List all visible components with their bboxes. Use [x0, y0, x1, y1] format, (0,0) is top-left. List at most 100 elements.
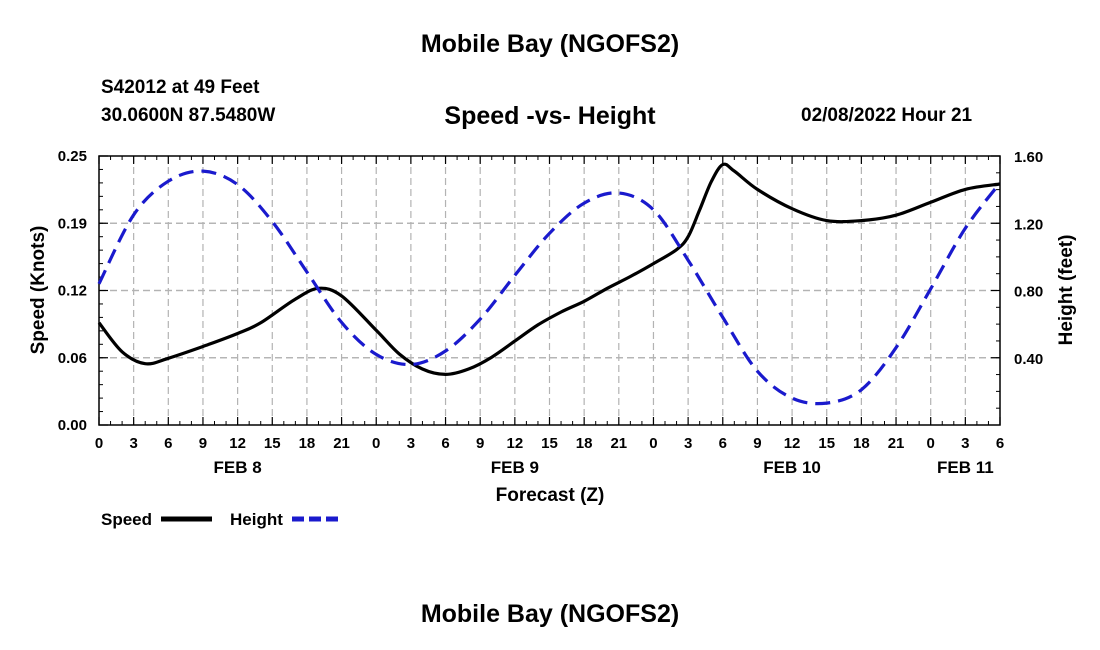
data-point-speed: [722, 163, 724, 165]
y-right-tick-label: 1.60: [1014, 149, 1043, 166]
data-point-height: [756, 370, 758, 372]
legend-speed-label: Speed: [101, 510, 152, 529]
date-label: FEB 11: [937, 458, 994, 477]
data-point-speed: [537, 324, 539, 326]
data-point-height: [340, 321, 342, 323]
data-point-height: [271, 220, 273, 222]
grid-lines: [99, 156, 1000, 425]
data-point-height: [306, 271, 308, 273]
x-tick-label: 18: [853, 435, 870, 452]
y-right-tick-label: 0.80: [1014, 284, 1043, 301]
data-point-height: [895, 347, 897, 349]
data-point-speed: [930, 201, 932, 203]
x-tick-label: 18: [299, 435, 316, 452]
data-point-height: [410, 363, 412, 365]
data-point-speed: [756, 188, 758, 190]
x-tick-label: 0: [649, 435, 657, 452]
data-point-height: [826, 402, 828, 404]
data-point-height: [548, 232, 550, 234]
data-point-speed: [98, 322, 100, 324]
legend: Speed Height: [101, 510, 343, 529]
x-tick-label: 0: [372, 435, 380, 452]
y-axis-label-right: Height (feet): [1056, 235, 1077, 346]
data-point-speed: [236, 332, 238, 334]
x-tick-label: 15: [541, 435, 558, 452]
data-point-height: [98, 283, 100, 285]
x-tick-label: 15: [818, 435, 835, 452]
data-point-speed: [733, 170, 735, 172]
x-tick-label: 21: [333, 435, 350, 452]
coordinates-label: 30.0600N 87.5480W: [101, 105, 276, 126]
data-point-speed: [121, 351, 123, 353]
x-axis-label: Forecast (Z): [496, 485, 605, 506]
y-axis-label-left: Speed (Knots): [28, 226, 49, 355]
data-point-speed: [826, 219, 828, 221]
x-tick-label: 18: [576, 435, 593, 452]
data-point-speed: [294, 298, 296, 300]
x-tick-label: 6: [996, 435, 1004, 452]
x-tick-label: 6: [164, 435, 172, 452]
x-tick-label: 21: [888, 435, 905, 452]
x-tick-label: 3: [407, 435, 415, 452]
data-point-speed: [675, 248, 677, 250]
data-point-height: [514, 274, 516, 276]
data-point-speed: [606, 287, 608, 289]
data-point-height: [930, 288, 932, 290]
data-point-speed: [340, 295, 342, 297]
legend-height-label: Height: [230, 510, 283, 529]
date-label: FEB 9: [491, 458, 539, 477]
data-point-height: [133, 214, 135, 216]
data-point-speed: [687, 236, 689, 238]
y-left-tick-label: 0.19: [58, 215, 87, 232]
forecast-time-label: 02/08/2022 Hour 21: [801, 105, 973, 126]
data-point-speed: [167, 357, 169, 359]
data-point-height: [652, 209, 654, 211]
date-label: FEB 8: [214, 458, 262, 477]
data-point-speed: [375, 329, 377, 331]
y-left-tick-label: 0.00: [58, 417, 87, 434]
data-point-height: [999, 182, 1001, 184]
data-point-speed: [421, 368, 423, 370]
y-left-tick-label: 0.06: [58, 350, 87, 367]
x-tick-label: 3: [129, 435, 137, 452]
data-point-speed: [467, 368, 469, 370]
x-tick-label: 12: [784, 435, 801, 452]
date-label: FEB 10: [763, 458, 821, 477]
data-point-height: [722, 316, 724, 318]
x-tick-label: 0: [95, 435, 103, 452]
x-tick-label: 15: [264, 435, 281, 452]
x-tick-label: 6: [719, 435, 727, 452]
data-point-speed: [398, 353, 400, 355]
x-tick-label: 12: [229, 435, 246, 452]
data-point-speed: [560, 311, 562, 313]
data-point-height: [583, 202, 585, 204]
chart-title: Speed -vs- Height: [444, 102, 656, 130]
x-tick-label: 9: [476, 435, 484, 452]
x-tick-label: 3: [684, 435, 692, 452]
footer-title: Mobile Bay (NGOFS2): [420, 600, 680, 628]
data-point-speed: [652, 262, 654, 264]
data-point-height: [791, 397, 793, 399]
data-point-speed: [860, 219, 862, 221]
data-point-speed: [895, 214, 897, 216]
x-tick-label: 6: [441, 435, 449, 452]
data-point-speed: [710, 181, 712, 183]
data-point-speed: [444, 373, 446, 375]
data-point-height: [618, 192, 620, 194]
data-point-height: [860, 389, 862, 391]
data-point-speed: [202, 345, 204, 347]
data-point-speed: [699, 209, 701, 211]
y-left-tick-label: 0.25: [58, 148, 87, 165]
data-point-height: [236, 183, 238, 185]
data-point-speed: [260, 322, 262, 324]
data-point-speed: [791, 208, 793, 210]
data-point-height: [687, 259, 689, 261]
data-point-height: [964, 227, 966, 229]
data-point-speed: [491, 356, 493, 358]
y-right-tick-label: 1.20: [1014, 216, 1043, 233]
data-point-speed: [144, 363, 146, 365]
data-point-speed: [514, 340, 516, 342]
x-tick-label: 0: [927, 435, 935, 452]
data-point-height: [167, 180, 169, 182]
